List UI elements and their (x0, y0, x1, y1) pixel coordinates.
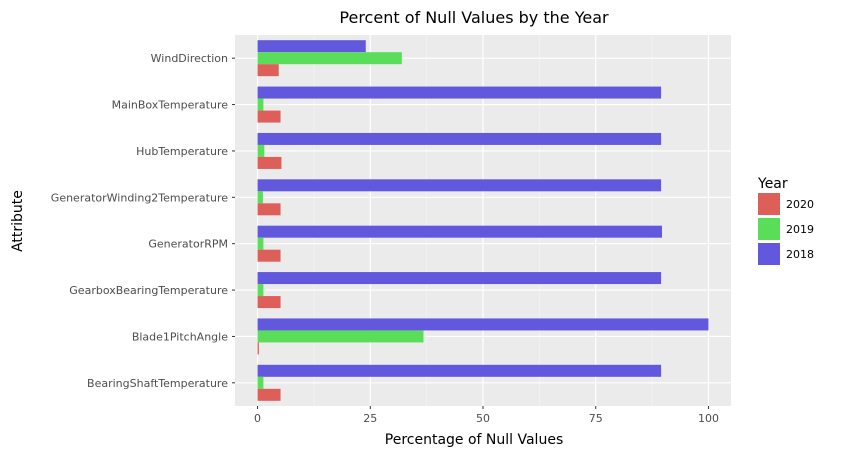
y-tick-label: HubTemperature (136, 145, 228, 158)
y-tick-label: MainBoxTemperature (112, 99, 229, 112)
legend-label-2020: 2020 (786, 198, 814, 211)
y-tick-label: GeneratorRPM (148, 238, 228, 251)
bars (257, 40, 709, 401)
bar-2019-GearboxBearingTemperature (257, 284, 264, 297)
bar-2019-GeneratorRPM (257, 237, 264, 250)
y-axis: WindDirection MainBoxTemperature HubTemper… (51, 52, 235, 390)
x-tick-label: 75 (589, 412, 603, 425)
y-axis-title: Attribute (10, 190, 26, 252)
legend: Year 2020 2019 2018 (757, 176, 814, 265)
bar-2020-GearboxBearingTemperature (257, 296, 281, 309)
x-tick-label: 100 (698, 412, 719, 425)
bar-2018-BearingShaftTemperature (257, 364, 662, 377)
legend-swatch-2019 (758, 218, 780, 240)
bar-2018-GeneratorWinding2Temperature (257, 179, 662, 192)
bar-2020-GeneratorRPM (257, 249, 281, 262)
bar-2018-HubTemperature (257, 132, 662, 145)
bar-2019-MainBoxTemperature (257, 98, 264, 111)
bar-2020-WindDirection (257, 64, 279, 77)
bar-2020-HubTemperature (257, 156, 282, 169)
bar-2018-GearboxBearingTemperature (257, 272, 662, 285)
y-tick-label: Blade1PitchAngle (132, 330, 228, 343)
legend-title: Year (757, 176, 788, 192)
bar-2018-MainBoxTemperature (257, 86, 662, 99)
bar-2020-Blade1PitchAngle (257, 342, 259, 355)
bar-2019-BearingShaftTemperature (257, 376, 264, 389)
x-axis-title: Percentage of Null Values (385, 432, 563, 448)
y-tick-label: BearingShaftTemperature (87, 377, 228, 390)
y-tick-label: GearboxBearingTemperature (69, 284, 228, 297)
y-tick-label: WindDirection (151, 52, 228, 65)
legend-swatch-2020 (758, 193, 780, 215)
bar-2020-MainBoxTemperature (257, 110, 281, 123)
bar-2019-WindDirection (257, 52, 402, 65)
bar-2018-GeneratorRPM (257, 225, 663, 238)
bar-2018-Blade1PitchAngle (257, 318, 709, 331)
bar-2019-Blade1PitchAngle (257, 330, 424, 343)
x-axis: 0 25 50 75 100 (254, 406, 719, 425)
bar-2019-GeneratorWinding2Temperature (257, 191, 263, 204)
bar-2020-BearingShaftTemperature (257, 388, 281, 401)
legend-label-2019: 2019 (786, 223, 814, 236)
bar-2018-WindDirection (257, 40, 366, 53)
legend-swatch-2018 (758, 243, 780, 265)
x-tick-label: 50 (476, 412, 490, 425)
y-tick-label: GeneratorWinding2Temperature (51, 191, 228, 204)
chart-title: Percent of Null Values by the Year (339, 8, 609, 27)
bar-2019-HubTemperature (257, 144, 265, 157)
x-tick-label: 0 (254, 412, 261, 425)
x-tick-label: 25 (363, 412, 377, 425)
bar-2020-GeneratorWinding2Temperature (257, 203, 281, 216)
legend-label-2018: 2018 (786, 248, 814, 261)
